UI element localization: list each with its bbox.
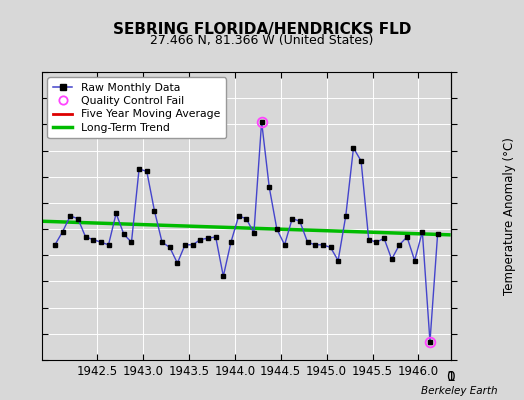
Text: SEBRING FLORIDA/HENDRICKS FLD: SEBRING FLORIDA/HENDRICKS FLD — [113, 22, 411, 37]
Legend: Raw Monthly Data, Quality Control Fail, Five Year Moving Average, Long-Term Tren: Raw Monthly Data, Quality Control Fail, … — [47, 78, 226, 138]
Text: 27.466 N, 81.366 W (United States): 27.466 N, 81.366 W (United States) — [150, 34, 374, 47]
Text: Temperature Anomaly (°C): Temperature Anomaly (°C) — [503, 137, 516, 295]
Text: Berkeley Earth: Berkeley Earth — [421, 386, 498, 396]
